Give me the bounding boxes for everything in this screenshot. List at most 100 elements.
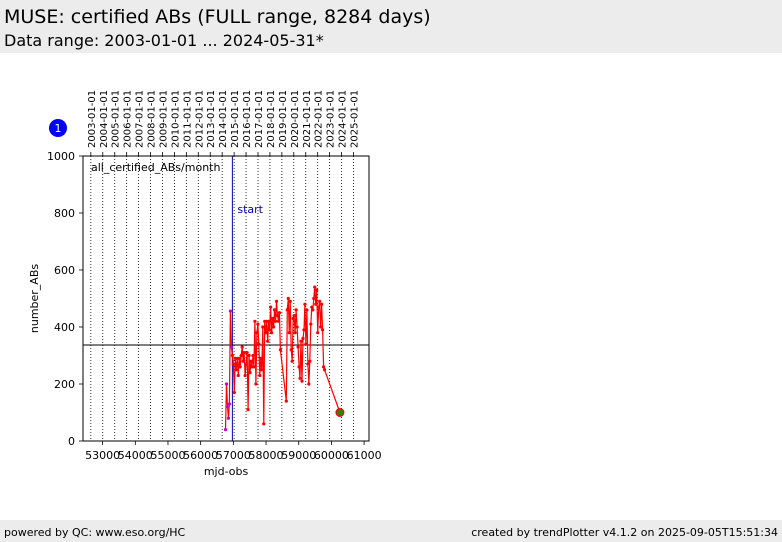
data-point	[313, 285, 317, 289]
data-point	[244, 362, 248, 366]
data-point	[284, 399, 288, 403]
y-axis-tick-label: 200	[54, 378, 75, 391]
header-bar: MUSE: certified ABs (FULL range, 8284 da…	[0, 0, 782, 53]
top-axis-date-label: 2016-01-01	[242, 90, 253, 148]
data-point	[253, 319, 257, 323]
top-axis-date-label: 2003-01-01	[87, 90, 98, 148]
data-point	[288, 299, 292, 303]
pre-start-point	[223, 428, 228, 432]
data-point	[319, 325, 323, 329]
data-point	[278, 348, 283, 352]
data-point	[311, 308, 315, 312]
data-point	[309, 322, 313, 326]
data-point	[247, 353, 251, 358]
top-axis-date-label: 2020-01-01	[290, 90, 301, 148]
data-point	[248, 371, 252, 375]
top-axis-date-label: 2008-01-01	[147, 90, 158, 148]
data-point	[270, 316, 275, 321]
data-point	[293, 331, 297, 335]
data-point	[267, 319, 271, 323]
y-axis-tick-label: 800	[54, 207, 75, 220]
data-point	[254, 382, 258, 386]
data-point	[266, 339, 270, 343]
data-point	[322, 368, 327, 372]
data-point	[306, 362, 310, 366]
top-axis-date-label: 2010-01-01	[170, 90, 181, 148]
top-axis-date-label: 2025-01-01	[350, 90, 361, 148]
top-axis-date-label: 2007-01-01	[135, 90, 146, 148]
top-axis-date-label: 2005-01-01	[111, 90, 122, 148]
data-point	[256, 322, 260, 326]
data-point	[240, 345, 244, 349]
y-axis-tick-label: 0	[68, 435, 75, 448]
top-axis-date-label: 2021-01-01	[302, 90, 313, 148]
plot-annotation: all_certified_ABs/month	[91, 161, 220, 174]
data-point	[243, 373, 247, 378]
data-point	[300, 379, 304, 383]
data-point	[246, 408, 250, 412]
data-point	[249, 359, 253, 363]
data-point	[251, 353, 255, 358]
data-point	[237, 356, 241, 360]
top-axis-date-label: 2006-01-01	[123, 90, 134, 148]
data-point	[255, 331, 259, 335]
data-point	[262, 422, 266, 426]
x-axis-label: mjd-obs	[204, 465, 249, 478]
series-line	[231, 287, 326, 424]
data-point	[308, 359, 312, 363]
data-point	[230, 353, 234, 358]
series-layer	[223, 285, 345, 432]
pre-start-point	[224, 382, 229, 386]
data-point	[315, 288, 319, 292]
x-axis-tick-label: 56000	[183, 449, 218, 462]
footer-bar: powered by QC: www.eso.org/HC created by…	[0, 520, 782, 542]
data-point	[274, 299, 279, 303]
data-point	[261, 325, 265, 329]
plot-frame	[82, 155, 370, 442]
data-point	[303, 302, 307, 306]
x-axis-tick-label: 57000	[216, 449, 251, 462]
x-axis-tick-label: 58000	[249, 449, 284, 462]
data-point	[286, 296, 290, 301]
footer-credit: powered by QC: www.eso.org/HC	[4, 526, 186, 539]
x-axis-tick-label: 53000	[85, 449, 120, 462]
data-point	[277, 311, 282, 315]
top-axis-date-label: 2012-01-01	[194, 90, 205, 148]
start-label: start	[237, 203, 263, 216]
data-point	[272, 308, 277, 312]
pre-start-point	[225, 405, 230, 409]
data-point	[294, 308, 298, 312]
data-point	[314, 302, 318, 306]
data-point	[273, 319, 278, 323]
data-point	[275, 314, 280, 318]
data-point	[285, 308, 289, 312]
data-point	[239, 353, 243, 358]
data-point	[264, 331, 268, 335]
data-point	[296, 345, 300, 349]
top-axis-date-label: 2024-01-01	[338, 90, 349, 148]
data-range-subtitle: Data range: 2003-01-01 ... 2024-05-31*	[4, 31, 324, 50]
date-grid	[90, 156, 354, 441]
y-axis-tick-label: 1000	[47, 150, 75, 163]
data-point	[241, 359, 245, 363]
data-point	[318, 299, 322, 303]
data-point	[269, 331, 274, 335]
top-axis-date-label: 2022-01-01	[314, 90, 325, 148]
data-point	[231, 362, 235, 366]
top-axis-date-label: 2017-01-01	[254, 90, 265, 148]
y-axis-tick-label: 400	[54, 321, 75, 334]
page-title: MUSE: certified ABs (FULL range, 8284 da…	[4, 6, 431, 28]
y-axis-tick-label: 600	[54, 264, 75, 277]
data-point	[236, 373, 240, 378]
data-point	[269, 305, 273, 309]
data-point	[302, 328, 306, 332]
data-point	[292, 314, 296, 318]
x-axis-tick-label: 59000	[281, 449, 316, 462]
top-date-axis: 2003-01-01 2004-01-01 2005-01-01 2006-01-01…	[87, 90, 361, 156]
top-axis-date-label: 2009-01-01	[158, 90, 169, 148]
axes-layer: 5300054000550005600057000580005900060000…	[47, 150, 382, 462]
data-point	[297, 365, 301, 369]
footer-generator: created by trendPlotter v4.1.2 on 2025-0…	[471, 526, 778, 539]
data-point	[242, 351, 246, 355]
